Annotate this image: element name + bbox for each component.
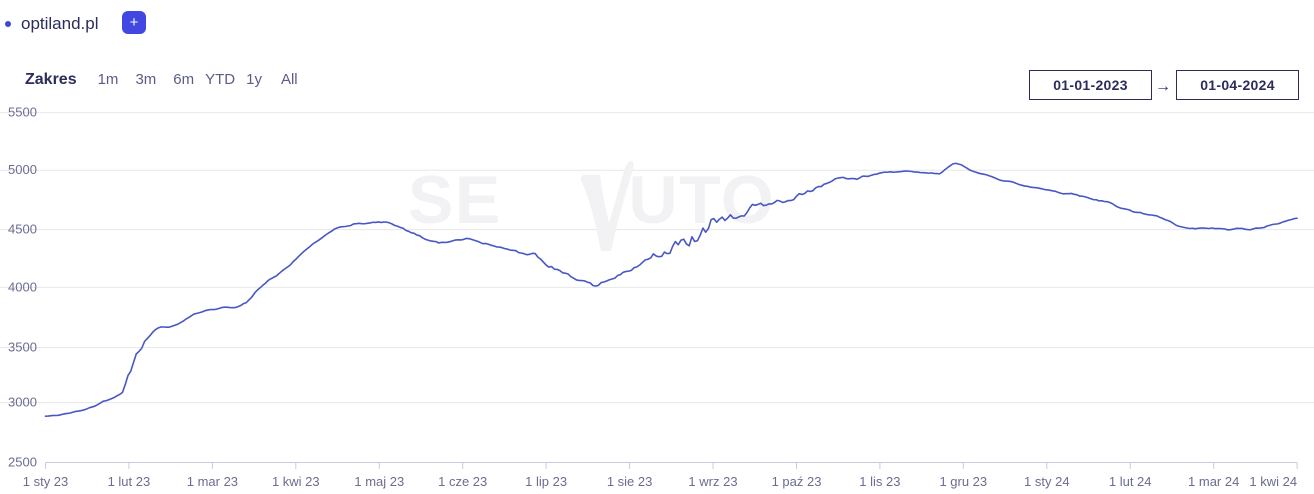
svg-text:1 sty 24: 1 sty 24: [1024, 474, 1070, 489]
svg-text:1 lis 23: 1 lis 23: [859, 474, 900, 489]
svg-text:5000: 5000: [8, 162, 37, 177]
svg-text:4500: 4500: [8, 222, 37, 237]
svg-text:1 wrz 23: 1 wrz 23: [688, 474, 737, 489]
svg-text:3500: 3500: [8, 340, 37, 355]
svg-text:1 mar 24: 1 mar 24: [1188, 474, 1239, 489]
svg-text:1 lut 23: 1 lut 23: [108, 474, 151, 489]
svg-text:1 lut 24: 1 lut 24: [1109, 474, 1152, 489]
svg-text:1 sty 23: 1 sty 23: [23, 474, 69, 489]
svg-text:1 maj 23: 1 maj 23: [354, 474, 404, 489]
svg-text:1 paź 23: 1 paź 23: [772, 474, 822, 489]
svg-text:1 cze 23: 1 cze 23: [438, 474, 487, 489]
svg-text:1 lip 23: 1 lip 23: [525, 474, 567, 489]
svg-text:2500: 2500: [8, 454, 37, 469]
svg-text:1 kwi 23: 1 kwi 23: [272, 474, 320, 489]
svg-text:5500: 5500: [8, 105, 37, 120]
svg-text:3000: 3000: [8, 395, 37, 410]
svg-text:4000: 4000: [8, 279, 37, 294]
svg-text:1 sie 23: 1 sie 23: [607, 474, 653, 489]
svg-text:SE: SE: [408, 162, 502, 238]
svg-text:1 gru 23: 1 gru 23: [939, 474, 987, 489]
svg-text:1 kwi 24: 1 kwi 24: [1249, 474, 1297, 489]
svg-text:UTO: UTO: [629, 162, 776, 238]
svg-text:1 mar 23: 1 mar 23: [187, 474, 238, 489]
